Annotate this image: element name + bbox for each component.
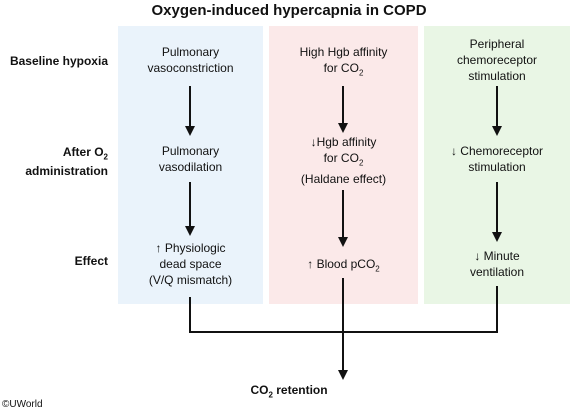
cell-high-hgb-affinity: High Hgb affinity for CO2 — [299, 45, 388, 78]
cell-low-hgb-affinity: ↓Hgb affinity for CO2 (Haldane effect) — [300, 135, 387, 187]
cell-pulmonary-vasodilation: Pulmonary vasodilation — [158, 144, 223, 174]
co2-retention-outcome: CO2 retention — [250, 383, 328, 400]
cell-chemoreceptor-stimulation: ↓ Chemoreceptor stimulation — [450, 144, 544, 174]
diagram-title: Oxygen-induced hypercapnia in COPD — [151, 2, 427, 19]
row-label-after-o2: After O2 administration — [25, 145, 108, 179]
column-hemoglobin — [269, 26, 418, 304]
copyright-notice: ©UWorld — [2, 399, 43, 410]
cell-blood-pco2: ↑ Blood pCO2 — [307, 257, 380, 274]
column-pulmonary — [118, 26, 263, 304]
cell-physiologic-dead-space: ↑ Physiologic dead space (V/Q mismatch) — [148, 241, 233, 287]
row-label-effect: Effect — [74, 254, 108, 268]
cell-minute-ventilation: ↓ Minute ventilation — [469, 249, 525, 279]
cell-peripheral-chemoreceptor: Peripheral chemoreceptor stimulation — [456, 37, 538, 83]
cell-pulmonary-vasoconstriction: Pulmonary vasoconstriction — [147, 45, 234, 75]
row-label-baseline: Baseline hypoxia — [9, 54, 108, 68]
column-chemoreceptor — [424, 26, 570, 304]
